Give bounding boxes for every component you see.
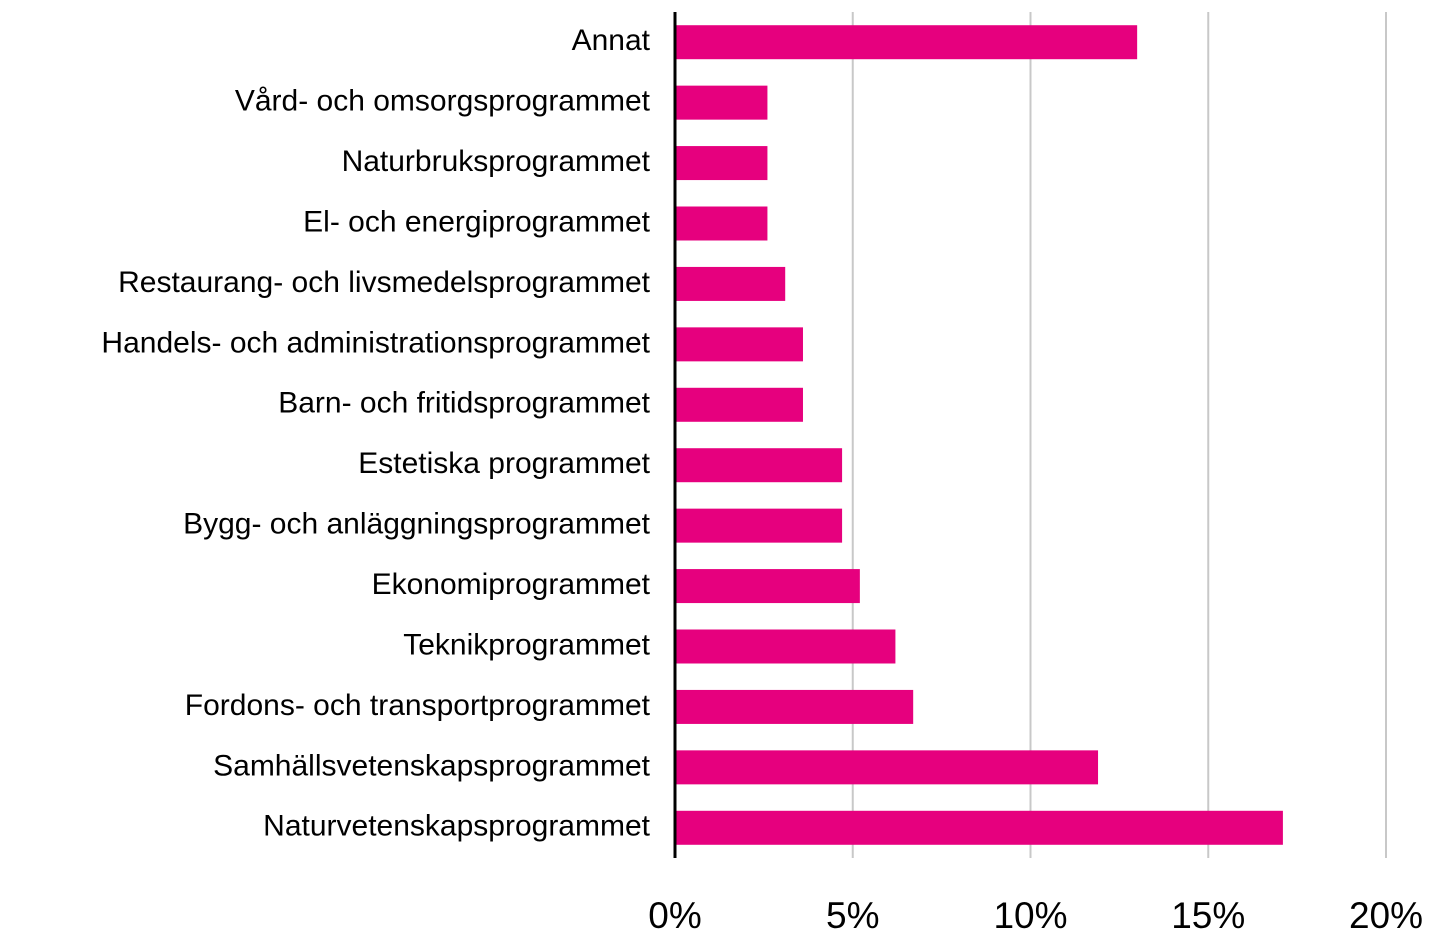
bar xyxy=(675,266,786,301)
y-tick-label: Bygg- och anläggningsprogrammet xyxy=(183,508,651,541)
y-tick-label: Vård- och omsorgsprogrammet xyxy=(235,85,651,118)
y-tick-label: Barn- och fritidsprogrammet xyxy=(278,387,650,420)
x-tick-label: 5% xyxy=(826,895,879,936)
bar xyxy=(675,387,803,422)
x-tick-label: 0% xyxy=(648,895,701,936)
bar xyxy=(675,689,914,724)
y-tick-label: Fordons- och transportprogrammet xyxy=(185,689,651,722)
x-tick-label: 15% xyxy=(1171,895,1245,936)
y-tick-label: El- och energiprogrammet xyxy=(303,205,650,238)
y-tick-label: Handels- och administrationsprogrammet xyxy=(101,326,650,359)
bar xyxy=(675,508,843,543)
y-tick-label: Estetiska programmet xyxy=(358,447,650,480)
bar xyxy=(675,569,860,604)
bar xyxy=(675,206,768,241)
x-tick-label: 10% xyxy=(993,895,1067,936)
bar xyxy=(675,750,1099,785)
bar xyxy=(675,327,803,362)
bar xyxy=(675,146,768,181)
y-tick-label: Ekonomiprogrammet xyxy=(372,568,651,601)
y-tick-label: Naturbruksprogrammet xyxy=(342,145,651,178)
y-tick-label: Annat xyxy=(572,24,651,57)
bar xyxy=(675,448,843,483)
bar xyxy=(675,85,768,120)
bar xyxy=(675,810,1283,845)
x-tick-label: 20% xyxy=(1349,895,1423,936)
y-tick-label: Naturvetenskapsprogrammet xyxy=(263,810,651,843)
y-tick-label: Teknikprogrammet xyxy=(403,628,650,661)
bar xyxy=(675,629,896,664)
y-tick-label: Samhällsvetenskapsprogrammet xyxy=(213,749,651,782)
y-tick-label: Restaurang- och livsmedelsprogrammet xyxy=(118,266,651,299)
bar xyxy=(675,25,1138,60)
